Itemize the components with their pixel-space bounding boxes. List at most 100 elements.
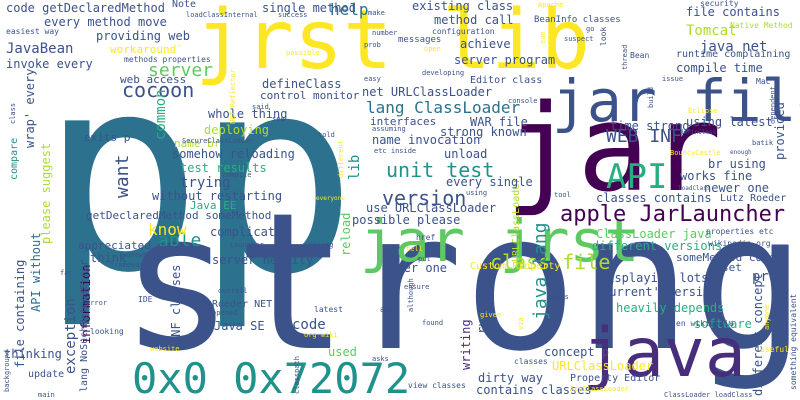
word-roeder-net: Roeder NET <box>212 299 273 310</box>
word-ide: IDE <box>138 295 153 304</box>
word-launcher: Launcher <box>230 241 264 249</box>
word-cobol: definClass <box>680 129 717 136</box>
word-eclipse: Eclipse <box>688 107 718 115</box>
word-said: said <box>252 103 269 111</box>
word-java-se: Java SE <box>214 319 265 333</box>
word-overall: overall <box>218 287 248 295</box>
word-says: says <box>552 293 569 301</box>
word-want: want <box>112 154 133 198</box>
word-possible-please: possible please <box>352 213 461 227</box>
word-thinking: thinking <box>4 347 62 361</box>
word-current-version: current' version <box>602 285 718 299</box>
word-think: think <box>90 251 127 265</box>
word-main: main <box>38 391 55 399</box>
word-api-without: API without <box>29 232 43 312</box>
word-open: open <box>424 45 441 53</box>
word-wrap-every: wrap' every <box>23 68 37 148</box>
word-contains-classes: contains classes <box>476 383 592 397</box>
word-go: go <box>586 25 595 33</box>
word-trying: trying <box>180 175 231 191</box>
word-compile-time: compile time <box>676 61 763 75</box>
word-framework: framework <box>110 261 148 269</box>
word-test-results: test results <box>180 161 267 175</box>
word-found: found <box>422 319 444 327</box>
word-custom-property: Custom Property <box>470 261 561 272</box>
word-strong: strong <box>120 172 800 393</box>
word-jar-file: jar file <box>552 67 800 135</box>
word-property-editor: Property Editor <box>570 373 661 384</box>
word-exception: exception <box>63 298 79 374</box>
word-look: look <box>599 26 608 46</box>
word-heavily-depends: heavily depends <box>616 301 725 315</box>
word-configuration: configuration <box>432 27 495 36</box>
word-common: common <box>153 89 169 140</box>
word-name-br: name br <box>174 137 221 150</box>
word-opened: opened <box>212 309 238 317</box>
word-compare: compare <box>9 137 20 180</box>
word-web-inf: WEB INF <box>606 126 682 147</box>
word-unload: unload <box>444 147 488 161</box>
word-workaround: workaround` <box>110 43 183 56</box>
word-run-unit: run unit <box>475 276 489 334</box>
word-net-reflector: NET Reflector <box>229 69 237 124</box>
word-wikipedia-org: wikipedia org <box>708 239 771 248</box>
word-beaninfo-classes: BeanInfo classes <box>534 15 621 25</box>
word-java-net: java net <box>700 39 768 55</box>
word-useful: useful <box>760 345 789 354</box>
word-anyone: anyone <box>763 304 771 330</box>
word-classloader-loadclass: ClassLoader loadClass <box>664 391 753 399</box>
word-somewhere: somewhere <box>122 251 160 259</box>
word-classpath: classpath <box>293 356 301 394</box>
word-concept-p: concept p <box>544 345 610 359</box>
word-getdeclaredmethod-somemethod: getDeclaredMethod someMethod <box>86 209 272 222</box>
word-possible: possible <box>286 49 320 57</box>
word-pre: pre <box>752 269 778 285</box>
word-loadclassinternal: loadClassInternal <box>186 11 258 19</box>
word-lang-nosuchmethoderror: lang NoSuchMethodError <box>79 259 90 392</box>
word-prob: prob <box>364 41 381 49</box>
word-urlclassloader-v: URLClassLoader <box>511 177 522 262</box>
word-deploying: deploying <box>204 123 270 137</box>
word-somehow-reloading: somehow reloading <box>172 147 295 161</box>
word-file-contains: file contains <box>686 5 780 19</box>
word-org-wiki: org wiki <box>304 331 338 339</box>
word-name-invocation: name invocation <box>372 133 481 147</box>
word-using-latest: using latest <box>686 115 773 129</box>
word-br-using: br using <box>708 157 766 171</box>
word-war-file: WAR file <box>470 115 528 129</box>
word-background: background <box>3 349 11 392</box>
word-version: version <box>382 186 467 210</box>
word-app: app <box>380 305 395 314</box>
word-different: different <box>337 140 345 178</box>
word-editor-class: Editor class <box>470 75 543 86</box>
word-apple-jarlauncher: apple JarLauncher <box>560 202 786 227</box>
word-developing: developing <box>422 69 465 77</box>
word-software: software <box>694 317 752 331</box>
word-security: security <box>700 0 739 8</box>
word-lang-classloader: lang ClassLoader <box>366 98 521 117</box>
word-note: Note <box>172 0 197 10</box>
word-interfaces: interfaces <box>370 115 437 128</box>
word-tell: tell <box>406 245 423 253</box>
word-existing-class: existing class <box>412 0 514 13</box>
word-href: href <box>416 233 436 242</box>
word-reload: reload <box>339 212 353 256</box>
word-via: via <box>517 317 525 330</box>
word-strong-known: strong known <box>440 125 527 139</box>
word-properties-etc: properties etc <box>706 227 774 236</box>
word-net-urlclassloader: net URLClassLoader <box>362 85 493 99</box>
word-every-method: every method <box>44 15 131 29</box>
word-p: p <box>40 17 203 332</box>
word-everyone: everyone <box>316 195 345 202</box>
word-dependent: dependent <box>769 86 777 124</box>
word-lib: lib <box>347 154 363 180</box>
word-defineclass: defineClass <box>262 77 342 91</box>
word-appreciated-p: appreciated p <box>78 239 165 252</box>
word-java-ee: Java EE <box>190 199 237 212</box>
word-native-method: Native Method <box>730 21 793 30</box>
word-displaying-lots: displaying lots <box>600 271 709 285</box>
word-achieve: achieve <box>460 37 511 51</box>
word-every-single: every single <box>446 175 533 189</box>
word-used: used <box>328 345 357 359</box>
